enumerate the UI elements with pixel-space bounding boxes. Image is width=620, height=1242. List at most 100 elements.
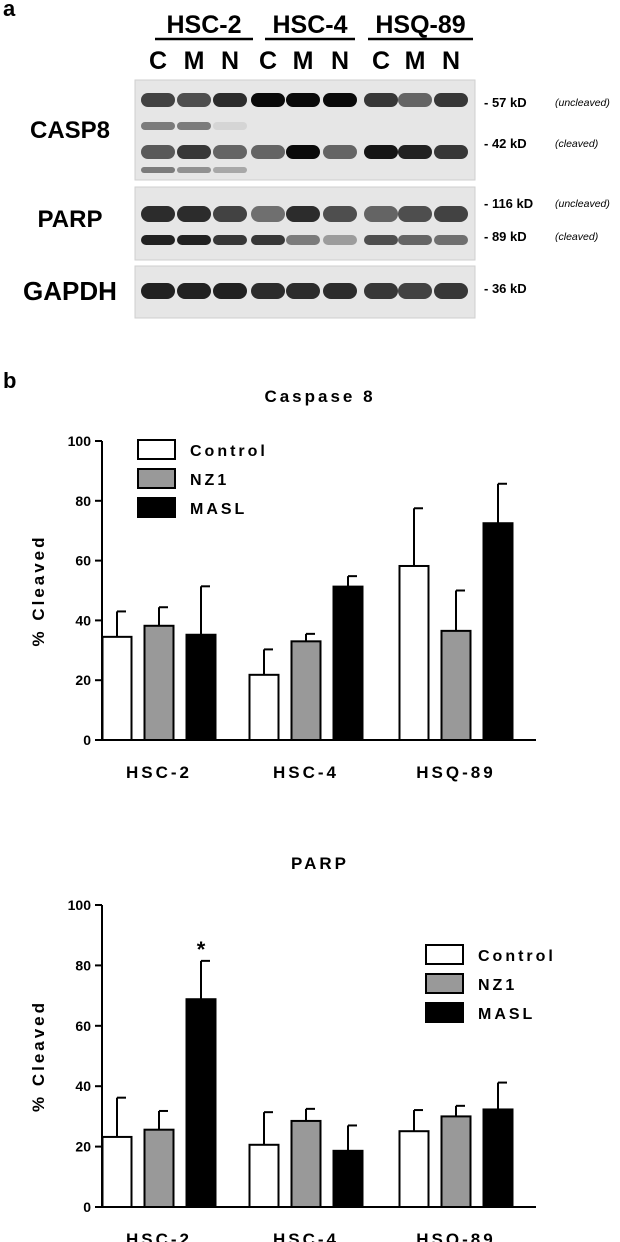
protein-band xyxy=(177,283,211,299)
protein-band xyxy=(141,145,175,159)
mw-marker: - 116 kD xyxy=(484,196,533,211)
y-tick-label: 20 xyxy=(75,1139,91,1155)
bar-masl xyxy=(332,585,364,741)
x-tick-label: HSC-4 xyxy=(273,763,339,782)
bar-nz1 xyxy=(143,624,175,741)
protein-band xyxy=(323,283,357,299)
cell-line-header: HSQ-89 xyxy=(375,11,465,39)
protein-band xyxy=(286,235,320,245)
protein-band xyxy=(364,145,398,159)
y-tick-label: 80 xyxy=(75,957,91,973)
legend-swatch xyxy=(425,1002,464,1023)
bar-masl xyxy=(482,522,514,741)
bar-control xyxy=(101,635,133,741)
mw-note: (cleaved) xyxy=(555,231,598,243)
cell-line-header: HSC-4 xyxy=(272,11,347,39)
bar-nz1 xyxy=(143,1128,175,1208)
y-axis-label: % Cleaved xyxy=(29,1000,48,1112)
protein-band xyxy=(364,235,398,245)
y-tick-label: 60 xyxy=(75,1018,91,1034)
protein-band xyxy=(434,93,468,107)
legend-label: Control xyxy=(478,948,556,965)
protein-band xyxy=(364,283,398,299)
protein-band xyxy=(213,93,247,107)
protein-band xyxy=(177,122,211,130)
mw-note: (uncleaved) xyxy=(555,97,610,109)
blot-label: GAPDH xyxy=(23,276,117,306)
protein-band xyxy=(141,283,175,299)
legend-swatch xyxy=(137,439,176,460)
protein-band xyxy=(213,145,247,159)
mw-note: (cleaved) xyxy=(555,138,598,150)
legend-label: NZ1 xyxy=(190,472,229,489)
protein-band xyxy=(141,167,175,173)
caspase8-bar-chart: Caspase 8 0 20 40 60 80 100 % Cleaved HSC-2 HSC-4… xyxy=(29,387,536,782)
protein-band xyxy=(213,122,247,130)
bar-control xyxy=(398,564,430,741)
lane-label: C xyxy=(149,47,167,75)
protein-band xyxy=(398,145,432,159)
legend-swatch xyxy=(137,497,176,518)
mw-marker: - 42 kD xyxy=(484,136,527,151)
lane-label: C xyxy=(259,47,277,75)
y-axis-label: % Cleaved xyxy=(29,534,48,646)
lane-label: M xyxy=(184,47,205,75)
y-tick-label: 60 xyxy=(75,553,91,569)
protein-band xyxy=(177,235,211,245)
protein-band xyxy=(323,145,357,159)
protein-band xyxy=(177,145,211,159)
parp-bar-chart: PARP 0 20 40 60 80 100 % Cleaved HSC-2 HSC-4 HSQ-8… xyxy=(29,854,556,1242)
protein-band xyxy=(286,283,320,299)
protein-band xyxy=(141,235,175,245)
x-tick-label: HSQ-89 xyxy=(416,1230,495,1242)
protein-band xyxy=(251,283,285,299)
mw-marker: - 57 kD xyxy=(484,95,527,110)
protein-band xyxy=(398,93,432,107)
blot-membrane xyxy=(134,186,476,261)
protein-band xyxy=(434,283,468,299)
protein-band xyxy=(141,122,175,130)
legend-swatch xyxy=(425,944,464,965)
protein-band xyxy=(141,93,175,107)
bar-masl xyxy=(185,633,217,741)
panel-a-letter: a xyxy=(3,0,16,21)
protein-band xyxy=(323,206,357,222)
chart-title: Caspase 8 xyxy=(264,387,375,406)
bar-nz1 xyxy=(290,640,322,741)
lane-label: M xyxy=(405,47,426,75)
x-tick-label: HSC-2 xyxy=(126,1230,192,1242)
protein-band xyxy=(177,206,211,222)
protein-band xyxy=(251,93,285,107)
chart-title: PARP xyxy=(291,854,349,873)
protein-band xyxy=(286,93,320,107)
protein-band xyxy=(398,235,432,245)
bar-masl xyxy=(185,998,217,1208)
bar-control xyxy=(398,1130,430,1208)
protein-band xyxy=(364,206,398,222)
protein-band xyxy=(286,145,320,159)
panel-b-letter: b xyxy=(3,368,17,393)
protein-band xyxy=(434,206,468,222)
protein-band xyxy=(434,145,468,159)
protein-band xyxy=(213,206,247,222)
legend-label: MASL xyxy=(190,501,247,518)
bar-control xyxy=(248,673,280,741)
protein-band xyxy=(251,145,285,159)
y-tick-label: 80 xyxy=(75,493,91,509)
bar-control xyxy=(101,1135,133,1209)
lane-label: C xyxy=(372,47,390,75)
protein-band xyxy=(364,93,398,107)
bar-nz1 xyxy=(290,1119,322,1208)
blot-label: PARP xyxy=(38,206,103,233)
mw-note: (uncleaved) xyxy=(555,198,610,210)
cell-line-header: HSC-2 xyxy=(166,11,241,39)
protein-band xyxy=(398,283,432,299)
x-tick-label: HSQ-89 xyxy=(416,763,495,782)
y-tick-label: 40 xyxy=(75,1078,91,1094)
y-tick-label: 40 xyxy=(75,612,91,628)
protein-band xyxy=(251,206,285,222)
lane-label: M xyxy=(293,47,314,75)
protein-band xyxy=(213,283,247,299)
y-tick-label: 0 xyxy=(83,1199,91,1215)
